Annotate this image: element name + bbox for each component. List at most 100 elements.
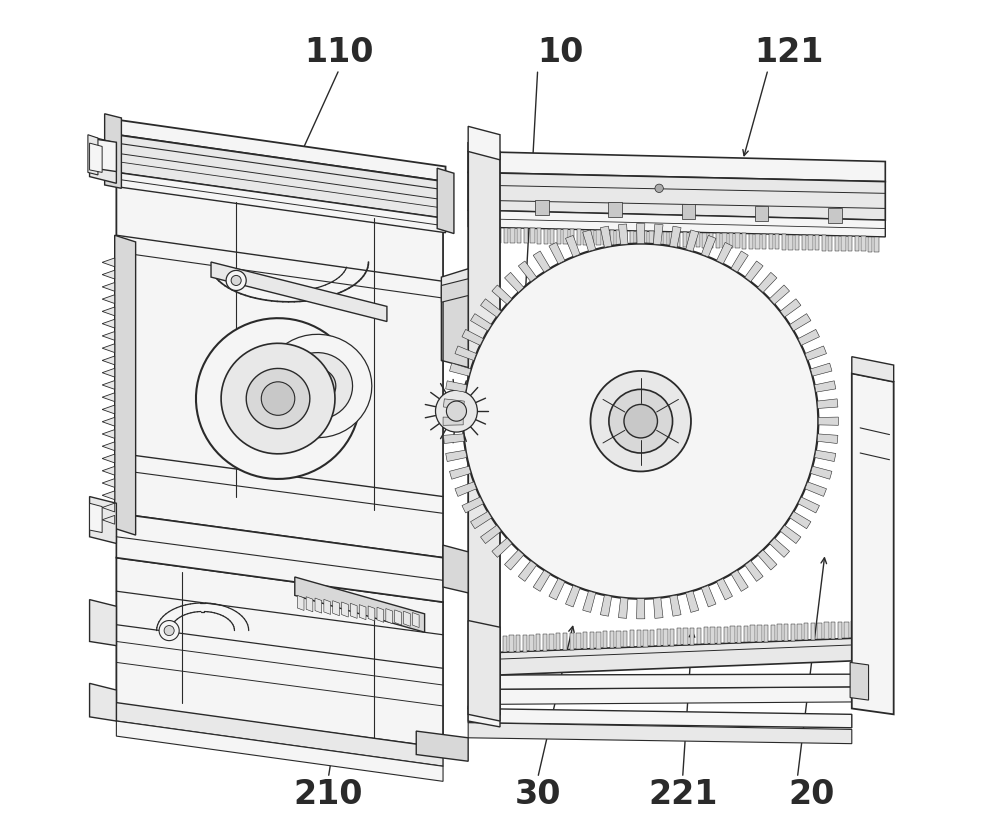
Polygon shape — [583, 230, 588, 245]
Polygon shape — [769, 538, 790, 557]
Polygon shape — [523, 635, 527, 652]
Polygon shape — [686, 230, 699, 252]
Polygon shape — [455, 482, 477, 497]
Polygon shape — [810, 363, 832, 376]
Polygon shape — [102, 320, 115, 328]
Polygon shape — [851, 622, 855, 638]
Polygon shape — [549, 578, 565, 600]
Polygon shape — [583, 230, 596, 252]
Polygon shape — [509, 635, 514, 652]
Polygon shape — [596, 230, 601, 245]
Polygon shape — [500, 686, 877, 704]
Polygon shape — [221, 343, 335, 454]
Polygon shape — [623, 231, 627, 246]
Polygon shape — [468, 621, 500, 721]
Text: 210: 210 — [294, 779, 363, 811]
Polygon shape — [437, 168, 454, 233]
Polygon shape — [102, 393, 115, 402]
Polygon shape — [663, 629, 668, 646]
Polygon shape — [116, 135, 446, 218]
Polygon shape — [517, 228, 521, 243]
Polygon shape — [450, 363, 471, 376]
Polygon shape — [805, 346, 826, 361]
Polygon shape — [717, 627, 721, 644]
Polygon shape — [817, 399, 838, 409]
Polygon shape — [858, 621, 862, 638]
Polygon shape — [686, 591, 699, 612]
Polygon shape — [716, 233, 720, 248]
Polygon shape — [758, 273, 777, 293]
Polygon shape — [764, 625, 768, 642]
Polygon shape — [90, 600, 116, 646]
Polygon shape — [596, 632, 601, 649]
Polygon shape — [815, 451, 836, 461]
Text: 221: 221 — [648, 779, 717, 811]
Polygon shape — [116, 558, 443, 748]
Polygon shape — [444, 399, 464, 409]
Polygon shape — [536, 634, 540, 651]
Polygon shape — [446, 381, 467, 392]
Polygon shape — [102, 515, 115, 524]
Polygon shape — [116, 513, 443, 602]
Polygon shape — [709, 232, 713, 248]
Polygon shape — [762, 234, 766, 249]
Polygon shape — [722, 233, 727, 248]
Polygon shape — [790, 512, 811, 529]
Polygon shape — [670, 595, 681, 616]
Polygon shape — [468, 143, 500, 714]
Polygon shape — [102, 454, 115, 463]
Polygon shape — [777, 624, 782, 641]
Polygon shape — [368, 606, 375, 621]
Polygon shape — [342, 602, 348, 617]
Polygon shape — [810, 466, 832, 479]
Polygon shape — [608, 201, 622, 216]
Polygon shape — [570, 229, 574, 244]
Polygon shape — [491, 227, 495, 242]
Polygon shape — [704, 628, 708, 644]
Polygon shape — [677, 628, 681, 645]
Polygon shape — [737, 626, 741, 643]
Polygon shape — [731, 251, 748, 272]
Polygon shape — [505, 273, 524, 293]
Polygon shape — [603, 230, 607, 245]
Polygon shape — [497, 227, 501, 242]
Polygon shape — [636, 231, 640, 246]
Polygon shape — [744, 626, 748, 643]
Polygon shape — [116, 172, 446, 232]
Polygon shape — [750, 625, 755, 642]
Polygon shape — [653, 224, 663, 245]
Polygon shape — [745, 261, 763, 282]
Polygon shape — [116, 120, 446, 181]
Polygon shape — [500, 674, 877, 689]
Polygon shape — [798, 330, 819, 346]
Polygon shape — [682, 204, 695, 219]
Polygon shape — [446, 451, 467, 461]
Polygon shape — [533, 251, 550, 272]
Polygon shape — [831, 623, 835, 639]
Polygon shape — [450, 466, 471, 479]
Polygon shape — [730, 626, 735, 643]
Circle shape — [231, 275, 241, 285]
Polygon shape — [769, 234, 773, 249]
Circle shape — [164, 626, 174, 636]
Polygon shape — [745, 560, 763, 581]
Polygon shape — [462, 330, 483, 346]
Polygon shape — [868, 237, 872, 252]
Polygon shape — [850, 663, 869, 700]
Polygon shape — [630, 231, 634, 246]
Polygon shape — [838, 622, 842, 638]
Circle shape — [159, 621, 179, 641]
Polygon shape — [524, 228, 528, 243]
Polygon shape — [263, 334, 372, 438]
Polygon shape — [315, 598, 322, 613]
Polygon shape — [696, 232, 700, 248]
Polygon shape — [643, 630, 648, 647]
Polygon shape — [462, 497, 483, 513]
Circle shape — [436, 390, 477, 432]
Polygon shape — [791, 624, 795, 640]
Polygon shape — [115, 235, 136, 535]
Polygon shape — [657, 629, 661, 646]
Polygon shape — [468, 172, 885, 220]
Polygon shape — [102, 258, 115, 267]
Polygon shape — [701, 236, 716, 257]
